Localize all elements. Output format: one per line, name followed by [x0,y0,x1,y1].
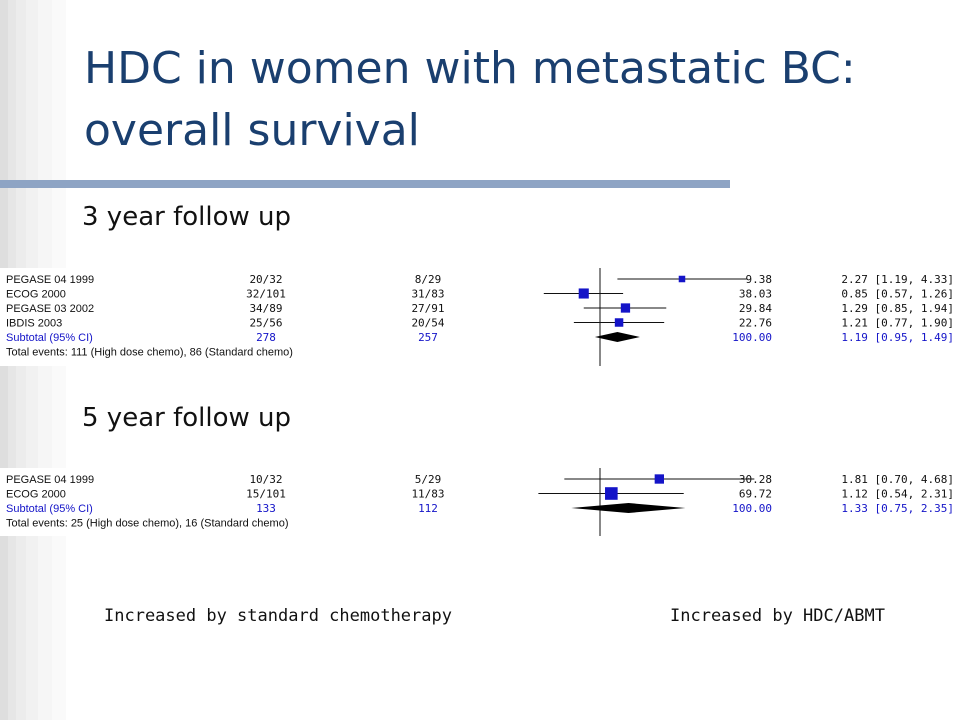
control-events: 8/29 [415,273,442,286]
treatment-events: 32/101 [246,288,286,301]
treatment-events: 10/32 [249,473,282,486]
treatment-events: 20/32 [249,273,282,286]
study-estimate: 1.12 [0.54, 2.31] [841,488,954,501]
forest-plot-3-year: PEGASE 04 1999 20/32 8/29 9.38 2.27 [1.19, 4… [0,268,960,366]
study-name: ECOG 2000 [6,289,66,301]
study-name: IBDIS 2003 [6,318,62,330]
forest-plot-5-year: PEGASE 04 1999 10/32 5/29 30.28 1.81 [0.70, … [0,468,960,536]
control-events: 27/91 [411,302,444,315]
subtotal-control: 257 [418,331,438,344]
study-estimate: 1.21 [0.77, 1.90] [841,317,954,330]
subtotal-estimate: 1.33 [0.75, 2.35] [841,502,954,515]
study-weight: 38.03 [739,288,772,301]
study-weight: 69.72 [739,488,772,501]
subtotal-weight: 100.00 [732,331,772,344]
subhead-3-year: 3 year follow up [82,202,292,232]
subtotal-estimate: 1.19 [0.95, 1.49] [841,331,954,344]
forest-plot-5-year-svg: PEGASE 04 1999 10/32 5/29 30.28 1.81 [0.70, … [6,468,954,536]
study-estimate: 1.81 [0.70, 4.68] [841,473,954,486]
study-name: PEGASE 04 1999 [6,274,94,286]
forest-plot-3-year-svg: PEGASE 04 1999 20/32 8/29 9.38 2.27 [1.19, 4… [6,268,954,366]
treatment-events: 34/89 [249,302,282,315]
study-name: PEGASE 04 1999 [6,474,94,486]
control-events: 5/29 [415,473,442,486]
study-estimate: 0.85 [0.57, 1.26] [841,288,954,301]
title-underline-bar [0,180,730,188]
subtotal-diamond [594,332,640,342]
treatment-events: 25/56 [249,317,282,330]
subtotal-control: 112 [418,502,438,515]
study-name: ECOG 2000 [6,489,66,501]
subtotal-label: Subtotal (95% CI) [6,503,93,515]
study-marker [614,318,624,327]
study-name: PEGASE 03 2002 [6,303,94,315]
control-events: 31/83 [411,288,444,301]
study-estimate: 1.29 [0.85, 1.94] [841,302,954,315]
subtotal-weight: 100.00 [732,502,772,515]
study-weight: 29.84 [739,302,772,315]
study-marker [654,474,664,484]
subtotal-treatment: 278 [256,331,276,344]
total-events: Total events: 111 (High dose chemo), 86 … [6,347,293,359]
subtotal-label: Subtotal (95% CI) [6,332,93,344]
axis-label-favours-hdc: Increased by HDC/ABMT [670,606,885,626]
control-events: 11/83 [411,488,444,501]
axis-label-favours-standard: Increased by standard chemotherapy [104,606,452,626]
study-weight: 22.76 [739,317,772,330]
total-events: Total events: 25 (High dose chemo), 16 (… [6,518,288,530]
study-marker [578,288,589,299]
study-weight: 9.38 [746,273,773,286]
study-weight: 30.28 [739,473,772,486]
subhead-5-year: 5 year follow up [82,403,292,433]
study-estimate: 2.27 [1.19, 4.33] [841,273,954,286]
study-marker [605,487,618,500]
slide-title: HDC in women with metastatic BC: overall… [84,43,856,156]
study-marker [620,303,631,313]
study-marker [678,275,686,283]
subtotal-treatment: 133 [256,502,276,515]
subtotal-diamond [571,503,686,513]
treatment-events: 15/101 [246,488,286,501]
control-events: 20/54 [411,317,444,330]
